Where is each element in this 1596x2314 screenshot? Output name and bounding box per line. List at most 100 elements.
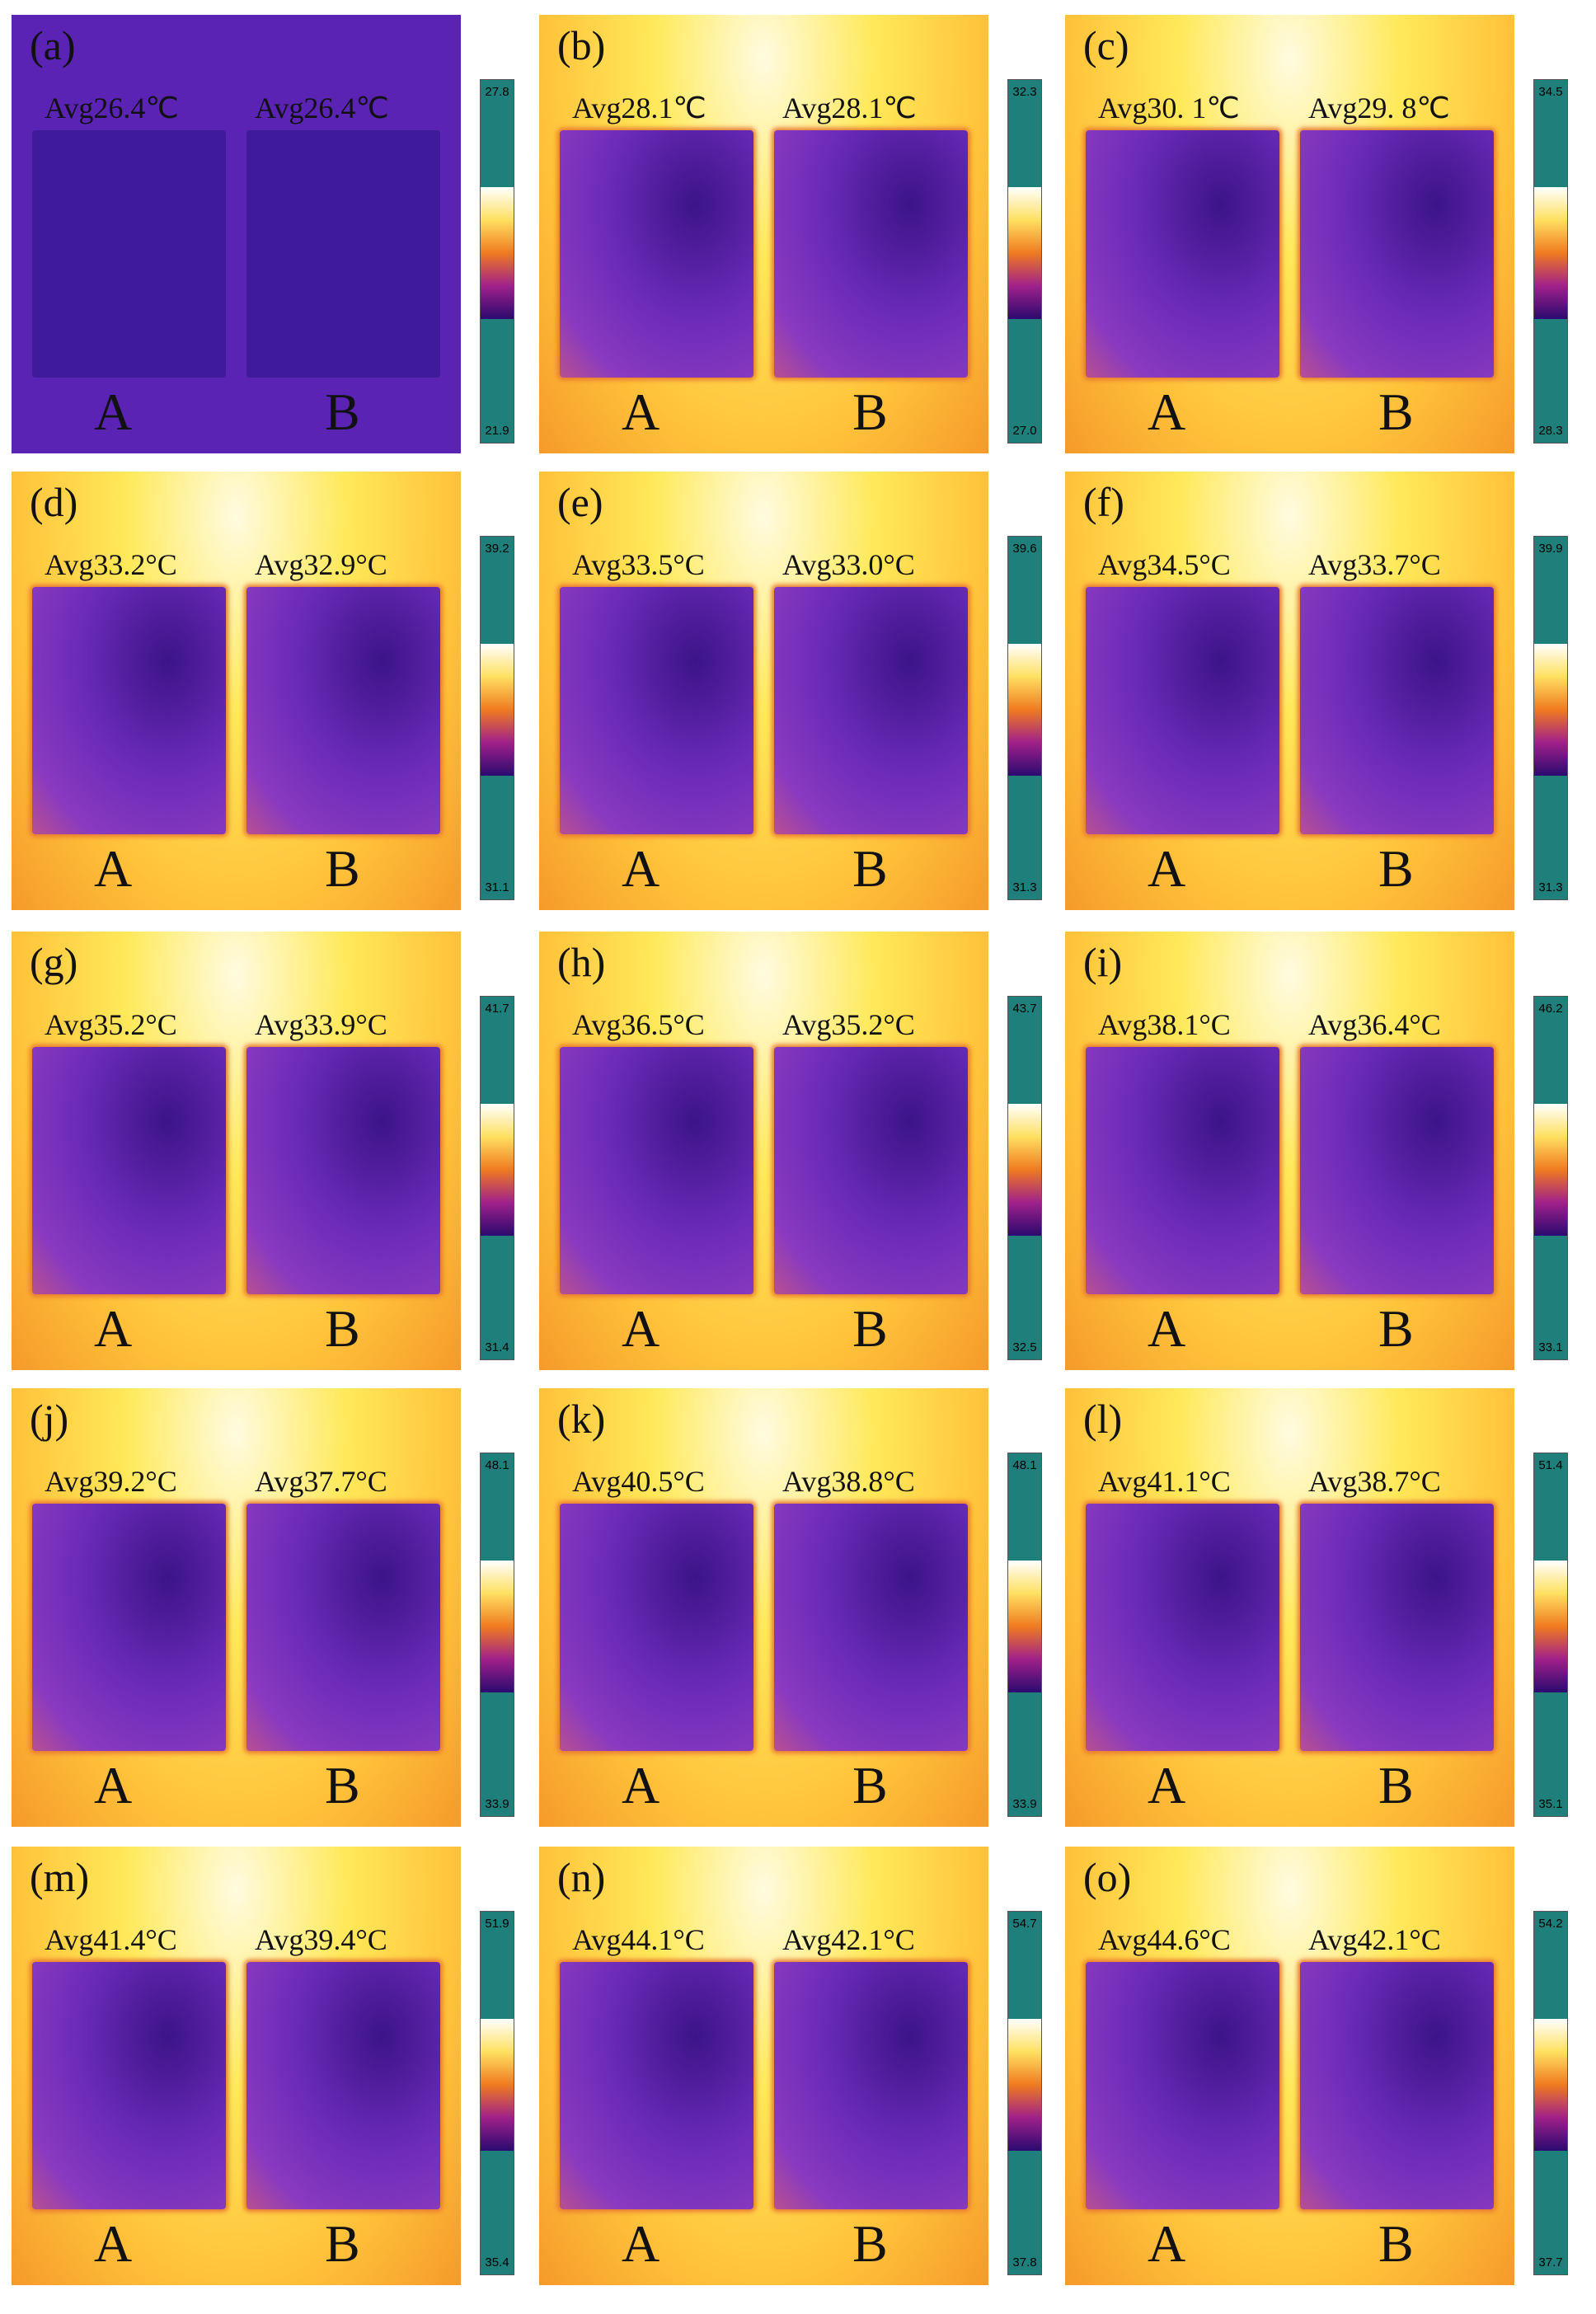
sample-label-b: B (325, 2214, 360, 2273)
scale-min: 27.0 (1012, 424, 1037, 438)
sample-label-b: B (1378, 2214, 1414, 2273)
color-gradient (1534, 644, 1567, 776)
sample-plate-a (1086, 130, 1279, 378)
panel-label: (j) (30, 1396, 69, 1442)
sample-plate-a (1086, 1504, 1279, 1751)
sample-plate-b (774, 1962, 968, 2209)
thermal-panel: (a) Avg26.4℃ Avg26.4℃ A B 27.8 21.9 (12, 15, 523, 453)
avg-temp-a: Avg34.5°C (1098, 548, 1231, 581)
panel-label: (m) (30, 1854, 90, 1900)
sample-label-b: B (852, 2214, 888, 2273)
thermal-image (539, 472, 988, 910)
avg-temp-b: Avg33.9°C (255, 1008, 387, 1041)
avg-temp-b: Avg42.1°C (782, 1923, 915, 1956)
avg-temp-a: Avg44.1°C (572, 1923, 705, 1956)
panel-label: (e) (557, 479, 603, 525)
avg-temp-a: Avg28.1℃ (572, 92, 706, 124)
scale-max: 54.2 (1538, 1917, 1563, 1931)
scale-max: 32.3 (1012, 85, 1037, 99)
color-scale: 32.3 27.0 (1007, 79, 1042, 444)
scale-min: 33.9 (485, 1797, 509, 1811)
thermal-panel: (c) Avg30. 1℃ Avg29. 8℃ A B 34.5 28.3 (1065, 15, 1576, 453)
thermal-panel: (l) Avg41.1°C Avg38.7°C A B 51.4 35.1 (1065, 1388, 1576, 1827)
sample-label-b: B (325, 839, 360, 898)
color-scale: 43.7 32.5 (1007, 996, 1042, 1360)
avg-temp-b: Avg38.8°C (782, 1465, 915, 1498)
thermal-image (1065, 932, 1514, 1370)
sample-label-b: B (852, 1299, 888, 1358)
color-scale: 39.6 31.3 (1007, 536, 1042, 900)
scale-max: 39.9 (1538, 542, 1563, 556)
scale-max: 46.2 (1538, 1002, 1563, 1016)
avg-temp-b: Avg32.9°C (255, 548, 387, 581)
thermal-image (539, 932, 988, 1370)
scale-min: 35.4 (485, 2255, 509, 2269)
sample-plate-b (774, 1504, 968, 1751)
sample-plate-b (774, 587, 968, 834)
sample-plate-b (246, 130, 440, 378)
sample-label-b: B (325, 383, 360, 441)
sample-plate-a (560, 130, 753, 378)
panel-label: (f) (1083, 479, 1124, 525)
panel-label: (d) (30, 479, 78, 525)
sample-label-a: A (622, 1756, 660, 1814)
panel-label: (h) (557, 939, 606, 985)
sample-label-a: A (1148, 383, 1186, 441)
avg-temp-a: Avg41.1°C (1098, 1465, 1231, 1498)
avg-temp-b: Avg26.4℃ (255, 92, 389, 124)
color-gradient (1534, 1561, 1567, 1692)
sample-label-a: A (1148, 1299, 1186, 1358)
avg-temp-b: Avg35.2°C (782, 1008, 915, 1041)
color-gradient (1008, 187, 1041, 319)
sample-plate-a (32, 130, 226, 378)
sample-label-b: B (852, 1756, 888, 1814)
sample-label-a: A (1148, 1756, 1186, 1814)
sample-label-a: A (622, 839, 660, 898)
color-scale: 54.7 37.8 (1007, 1911, 1042, 2275)
color-scale: 34.5 28.3 (1533, 79, 1568, 444)
sample-label-b: B (1378, 1299, 1414, 1358)
scale-min: 33.1 (1538, 1340, 1563, 1354)
avg-temp-a: Avg33.2°C (45, 548, 177, 581)
scale-max: 48.1 (485, 1458, 509, 1472)
scale-max: 39.6 (1012, 542, 1037, 556)
color-scale: 54.2 37.7 (1533, 1911, 1568, 2275)
color-gradient (481, 1104, 514, 1236)
color-scale: 46.2 33.1 (1533, 996, 1568, 1360)
sample-label-b: B (1378, 839, 1414, 898)
thermal-image (1065, 1847, 1514, 2285)
avg-temp-b: Avg42.1°C (1308, 1923, 1441, 1956)
thermal-panel: (b) Avg28.1℃ Avg28.1℃ A B 32.3 27.0 (539, 15, 1050, 453)
avg-temp-b: Avg37.7°C (255, 1465, 387, 1498)
thermal-image (1065, 15, 1514, 453)
sample-label-a: A (94, 839, 133, 898)
panel-label: (i) (1083, 939, 1123, 985)
thermal-panel: (e) Avg33.5°C Avg33.0°C A B 39.6 31.3 (539, 472, 1050, 910)
sample-label-a: A (622, 1299, 660, 1358)
color-gradient (1008, 1561, 1041, 1692)
thermal-panel: (h) Avg36.5°C Avg35.2°C A B 43.7 32.5 (539, 932, 1050, 1370)
panel-label: (c) (1083, 22, 1129, 68)
sample-label-a: A (1148, 839, 1186, 898)
scale-max: 39.2 (485, 542, 509, 556)
sample-plate-a (32, 1962, 226, 2209)
sample-plate-a (32, 1047, 226, 1294)
color-gradient (481, 1561, 514, 1692)
sample-plate-b (774, 1047, 968, 1294)
sample-label-a: A (94, 1299, 133, 1358)
scale-max: 43.7 (1012, 1002, 1037, 1016)
scale-max: 41.7 (485, 1002, 509, 1016)
sample-label-b: B (325, 1299, 360, 1358)
color-gradient (1534, 187, 1567, 319)
avg-temp-a: Avg41.4°C (45, 1923, 177, 1956)
scale-min: 28.3 (1538, 424, 1563, 438)
avg-temp-a: Avg30. 1℃ (1098, 92, 1240, 124)
sample-label-b: B (852, 839, 888, 898)
thermal-image (12, 15, 461, 453)
sample-label-a: A (94, 2214, 133, 2273)
thermal-panel: (k) Avg40.5°C Avg38.8°C A B 48.1 33.9 (539, 1388, 1050, 1827)
avg-temp-b: Avg29. 8℃ (1308, 92, 1450, 124)
avg-temp-a: Avg38.1°C (1098, 1008, 1231, 1041)
thermal-image (539, 1388, 988, 1827)
